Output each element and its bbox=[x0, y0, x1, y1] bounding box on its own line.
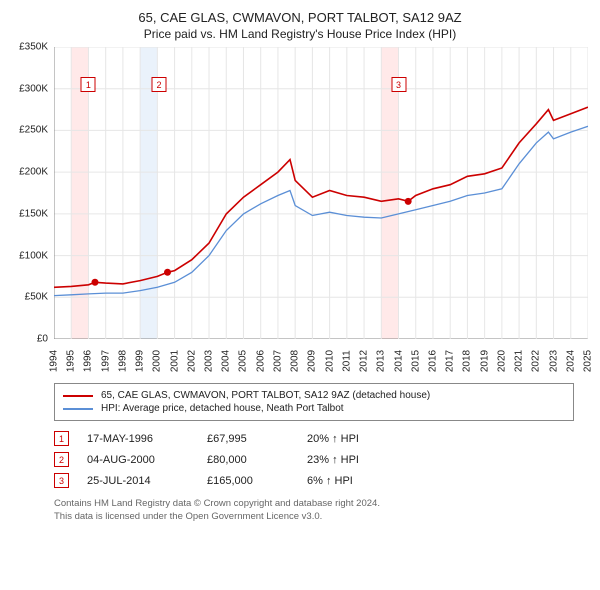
footer: Contains HM Land Registry data © Crown c… bbox=[54, 498, 588, 524]
event-date: 25-JUL-2014 bbox=[87, 475, 207, 487]
x-axis-label: 1998 bbox=[117, 350, 128, 372]
event-diff: 23% ↑ HPI bbox=[307, 454, 359, 466]
legend-label: 65, CAE GLAS, CWMAVON, PORT TALBOT, SA12… bbox=[101, 390, 430, 401]
event-date: 04-AUG-2000 bbox=[87, 454, 207, 466]
events-table: 1 17-MAY-1996£67,99520% ↑ HPI 2 04-AUG-2000… bbox=[54, 431, 588, 488]
x-axis-label: 2013 bbox=[376, 350, 387, 372]
x-axis-label: 2011 bbox=[341, 350, 352, 372]
event-diff: 6% ↑ HPI bbox=[307, 475, 353, 487]
legend-swatch bbox=[63, 395, 93, 397]
data-point-marker bbox=[164, 269, 171, 276]
event-marker: 2 bbox=[54, 452, 69, 467]
x-axis-label: 2024 bbox=[565, 350, 576, 372]
x-axis-label: 2001 bbox=[169, 350, 180, 372]
event-price: £67,995 bbox=[207, 433, 307, 445]
legend-label: HPI: Average price, detached house, Neat… bbox=[101, 403, 344, 414]
x-axis-label: 2021 bbox=[514, 350, 525, 372]
y-axis-label: £150K bbox=[19, 208, 48, 219]
footer-line: This data is licensed under the Open Gov… bbox=[54, 511, 588, 524]
y-axis-label: £100K bbox=[19, 250, 48, 261]
event-row: 2 04-AUG-2000£80,00023% ↑ HPI bbox=[54, 452, 588, 467]
chart: £0£50K£100K£150K£200K£250K£300K£350K 123… bbox=[12, 47, 588, 377]
x-axis-label: 2006 bbox=[255, 350, 266, 372]
x-axis-label: 2008 bbox=[290, 350, 301, 372]
y-axis-label: £250K bbox=[19, 125, 48, 136]
series-property bbox=[54, 107, 588, 287]
footer-line: Contains HM Land Registry data © Crown c… bbox=[54, 498, 588, 511]
series-hpi bbox=[54, 126, 588, 295]
legend-item: 65, CAE GLAS, CWMAVON, PORT TALBOT, SA12… bbox=[63, 390, 565, 401]
x-axis-label: 2010 bbox=[324, 350, 335, 372]
x-axis-label: 2022 bbox=[531, 350, 542, 372]
x-axis-label: 1999 bbox=[135, 350, 146, 372]
y-axis-label: £300K bbox=[19, 83, 48, 94]
x-axis-label: 1996 bbox=[83, 350, 94, 372]
x-axis-label: 2009 bbox=[307, 350, 318, 372]
chart-svg bbox=[54, 47, 588, 339]
x-axis-label: 2015 bbox=[410, 350, 421, 372]
data-point-marker bbox=[91, 279, 98, 286]
event-date: 17-MAY-1996 bbox=[87, 433, 207, 445]
event-diff: 20% ↑ HPI bbox=[307, 433, 359, 445]
chart-titles: 65, CAE GLAS, CWMAVON, PORT TALBOT, SA12… bbox=[12, 10, 588, 41]
x-axis-label: 1995 bbox=[66, 350, 77, 372]
x-axis-label: 2016 bbox=[427, 350, 438, 372]
x-axis-label: 2019 bbox=[479, 350, 490, 372]
event-row: 1 17-MAY-1996£67,99520% ↑ HPI bbox=[54, 431, 588, 446]
x-axis-label: 2017 bbox=[445, 350, 456, 372]
x-axis-label: 2007 bbox=[272, 350, 283, 372]
y-axis-label: £0 bbox=[37, 334, 48, 345]
event-marker: 1 bbox=[54, 431, 69, 446]
event-marker: 3 bbox=[54, 473, 69, 488]
chart-event-marker: 3 bbox=[391, 77, 406, 92]
data-point-marker bbox=[405, 198, 412, 205]
x-axis-label: 2012 bbox=[359, 350, 370, 372]
y-axis-label: £200K bbox=[19, 167, 48, 178]
event-price: £165,000 bbox=[207, 475, 307, 487]
x-axis-label: 2000 bbox=[152, 350, 163, 372]
chart-subtitle: Price paid vs. HM Land Registry's House … bbox=[12, 27, 588, 41]
y-axis-label: £50K bbox=[25, 292, 48, 303]
x-axis-label: 2003 bbox=[204, 350, 215, 372]
x-axis-label: 2002 bbox=[186, 350, 197, 372]
x-axis-label: 2020 bbox=[496, 350, 507, 372]
event-row: 3 25-JUL-2014£165,0006% ↑ HPI bbox=[54, 473, 588, 488]
chart-event-marker: 2 bbox=[152, 77, 167, 92]
chart-title: 65, CAE GLAS, CWMAVON, PORT TALBOT, SA12… bbox=[12, 10, 588, 25]
x-axis-label: 2018 bbox=[462, 350, 473, 372]
x-axis-label: 2004 bbox=[221, 350, 232, 372]
x-axis-label: 1994 bbox=[49, 350, 60, 372]
x-axis-label: 2014 bbox=[393, 350, 404, 372]
x-axis-label: 1997 bbox=[100, 350, 111, 372]
legend-item: HPI: Average price, detached house, Neat… bbox=[63, 403, 565, 414]
x-axis-label: 2023 bbox=[548, 350, 559, 372]
chart-event-marker: 1 bbox=[81, 77, 96, 92]
x-axis-label: 2025 bbox=[583, 350, 594, 372]
x-axis-label: 2005 bbox=[238, 350, 249, 372]
legend-swatch bbox=[63, 408, 93, 410]
legend: 65, CAE GLAS, CWMAVON, PORT TALBOT, SA12… bbox=[54, 383, 574, 421]
y-axis-label: £350K bbox=[19, 42, 48, 53]
event-price: £80,000 bbox=[207, 454, 307, 466]
